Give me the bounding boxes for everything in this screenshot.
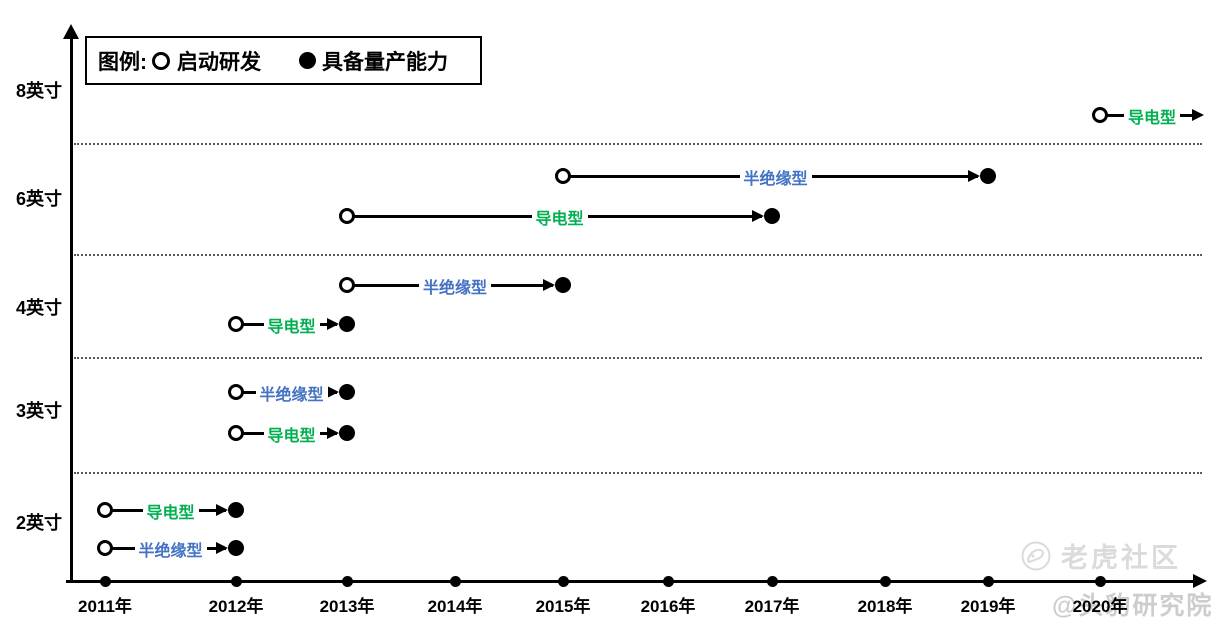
- timeline-label: 导电型: [142, 498, 199, 523]
- rd-start-circle-icon: [555, 168, 571, 184]
- timeline-label: 导电型: [1123, 103, 1181, 128]
- y-category-label: 6英寸: [15, 189, 62, 209]
- open-circle-icon: [152, 51, 170, 70]
- arrowhead-icon: [1192, 109, 1204, 121]
- timeline-label: 半绝缘型: [134, 536, 207, 561]
- band-separator-line: [74, 143, 1202, 145]
- band-separator-line: [74, 254, 1202, 256]
- x-tick-dot: [341, 576, 353, 587]
- filled-circle-icon: [299, 52, 316, 69]
- legend-end-label: 具备量产能力: [322, 50, 448, 74]
- production-dot-icon: [555, 277, 571, 293]
- x-tick-dot: [230, 576, 242, 587]
- y-category-label: 3英寸: [15, 401, 62, 421]
- y-category-label: 2英寸: [15, 513, 62, 533]
- tiger-logo-icon: [1021, 541, 1051, 570]
- y-axis-line: [70, 36, 73, 582]
- arrowhead-icon: [752, 210, 764, 222]
- production-dot-icon: [228, 540, 244, 556]
- arrowhead-icon: [327, 386, 339, 398]
- production-dot-icon: [339, 384, 355, 400]
- arrowhead-icon: [327, 318, 339, 330]
- x-tick-label: 2016年: [640, 597, 696, 616]
- x-tick-dot: [557, 576, 569, 587]
- watermark-research-institute: @头豹研究院: [1052, 592, 1214, 620]
- production-dot-icon: [339, 425, 355, 441]
- band-separator-line: [74, 472, 1202, 474]
- x-tick-dot: [449, 576, 461, 587]
- x-tick-label: 2019年: [960, 597, 1016, 616]
- band-separator-line: [74, 357, 1202, 359]
- watermark-tiger-community: 老虎社区: [1020, 536, 1181, 575]
- x-tick-label: 2013年: [319, 597, 375, 616]
- x-tick-dot: [766, 576, 778, 587]
- legend-box: 图例: 启动研发 具备量产能力: [85, 36, 482, 85]
- legend-start-label: 启动研发: [177, 50, 261, 74]
- x-tick-dot: [1094, 576, 1106, 587]
- production-dot-icon: [228, 502, 244, 518]
- x-tick-dot: [982, 576, 994, 587]
- rd-start-circle-icon: [97, 502, 113, 518]
- x-tick-label: 2017年: [744, 597, 800, 616]
- arrowhead-icon: [216, 504, 228, 516]
- x-tick-dot: [879, 576, 891, 587]
- legend-title: 图例:: [98, 50, 147, 74]
- x-tick-label: 2012年: [208, 597, 264, 616]
- arrowhead-icon: [543, 279, 555, 291]
- x-tick-label: 2015年: [535, 597, 591, 616]
- rd-start-circle-icon: [339, 277, 355, 293]
- rd-start-circle-icon: [97, 540, 113, 556]
- rd-start-circle-icon: [228, 425, 244, 441]
- timeline-label: 导电型: [531, 204, 588, 229]
- timeline-label: 半绝缘型: [418, 273, 492, 298]
- x-axis-arrow-icon: [1193, 574, 1207, 588]
- production-dot-icon: [980, 168, 996, 184]
- production-dot-icon: [764, 208, 780, 224]
- x-tick-dot: [99, 576, 111, 587]
- production-dot-icon: [339, 316, 355, 332]
- y-category-label: 4英寸: [15, 298, 62, 318]
- arrowhead-icon: [216, 542, 228, 554]
- rd-start-circle-icon: [228, 384, 244, 400]
- arrowhead-icon: [327, 427, 339, 439]
- timeline-label: 半绝缘型: [739, 164, 812, 189]
- x-tick-label: 2018年: [857, 597, 913, 616]
- x-tick-dot: [662, 576, 674, 587]
- y-category-label: 8英寸: [15, 81, 62, 101]
- timeline-label: 半绝缘型: [255, 380, 328, 405]
- x-tick-label: 2020年: [1072, 597, 1128, 616]
- rd-start-circle-icon: [1092, 107, 1108, 123]
- x-tick-label: 2014年: [427, 597, 483, 616]
- timeline-label: 导电型: [263, 312, 320, 337]
- arrowhead-icon: [968, 170, 980, 182]
- x-axis-line: [66, 580, 1197, 583]
- rd-start-circle-icon: [339, 208, 355, 224]
- watermark-community-text: 老虎社区: [1061, 543, 1181, 573]
- x-tick-label: 2011年: [78, 597, 132, 616]
- rd-start-circle-icon: [228, 316, 244, 332]
- y-axis-arrow-icon: [63, 24, 79, 39]
- timeline-label: 导电型: [263, 421, 320, 446]
